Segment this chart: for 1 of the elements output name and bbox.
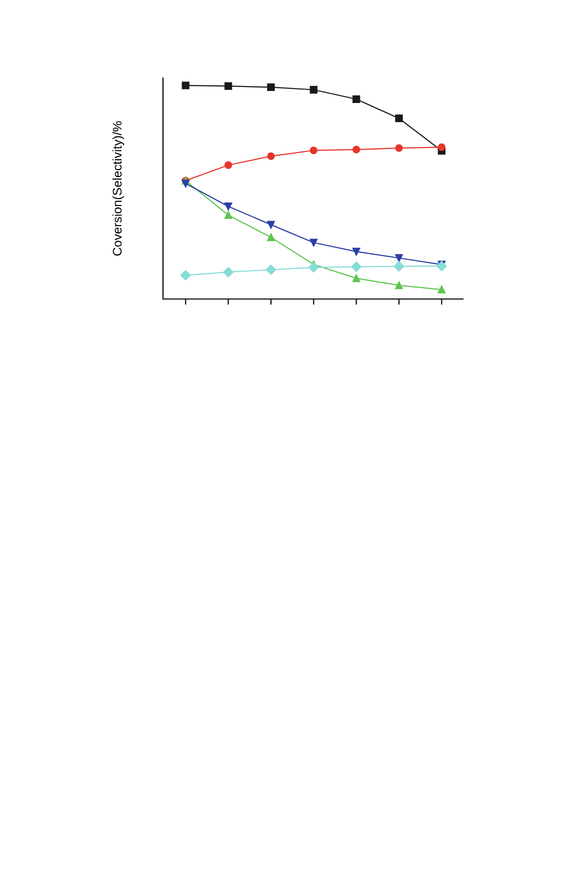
y-axis-title: Coversion(Selectivity)/% bbox=[112, 121, 124, 256]
